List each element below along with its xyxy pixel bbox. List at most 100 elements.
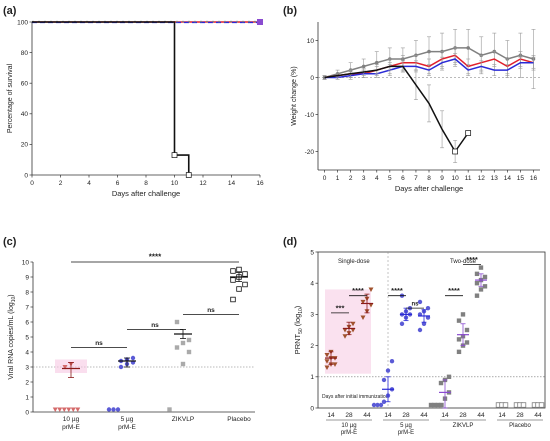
series-point xyxy=(361,64,366,69)
chart-a-survival: 0 2 4 6 8 10 12 14 16 0 20 40 60 80 100 Days after chal… xyxy=(7,19,264,198)
y-tick-label: 0 xyxy=(24,172,28,179)
day-tick-label: 28 xyxy=(345,412,353,419)
data-point xyxy=(61,407,67,412)
x-tick-label: 0 xyxy=(30,180,34,187)
day-tick-label: 44 xyxy=(477,412,485,419)
data-point xyxy=(130,355,136,361)
data-point xyxy=(417,327,423,333)
y-axis-label-part: 10 xyxy=(298,308,304,314)
x-tick-label: 0 xyxy=(323,175,327,182)
data-point xyxy=(75,407,81,412)
group-label-line2: prM-E xyxy=(118,424,136,431)
data-point xyxy=(174,345,180,350)
y-tick-label: 40 xyxy=(21,111,29,118)
x-axis-label: Days after challenge xyxy=(395,184,463,193)
x-axis-label: Days after challenge xyxy=(112,189,180,198)
significance-label: ns xyxy=(411,302,419,308)
significance-label: **** xyxy=(149,253,162,262)
y-tick-label: 0 xyxy=(25,409,29,416)
data-point xyxy=(425,305,431,311)
x-tick-label: 7 xyxy=(414,175,418,182)
data-point xyxy=(180,340,186,346)
x-tick-label: 14 xyxy=(504,175,512,182)
data-point xyxy=(324,352,330,358)
series-point xyxy=(466,46,470,50)
x-tick-label: 16 xyxy=(256,180,264,187)
data-point xyxy=(350,321,356,327)
x-tick-label: 4 xyxy=(87,180,91,187)
x-tick-label: 2 xyxy=(349,175,353,182)
day-tick-label: 28 xyxy=(459,412,467,419)
day-tick-label: 14 xyxy=(498,412,506,419)
series-marker xyxy=(465,130,472,136)
y-tick-label: 60 xyxy=(21,81,29,88)
panel-label-b: (b) xyxy=(283,5,297,17)
data-point xyxy=(66,407,72,412)
data-point xyxy=(378,402,384,408)
plot-frame xyxy=(317,251,546,409)
x-tick-label: 8 xyxy=(427,175,431,182)
data-point xyxy=(230,268,236,274)
series-line xyxy=(32,21,190,175)
data-point xyxy=(538,402,545,408)
x-tick-label: 1 xyxy=(336,175,340,182)
data-point xyxy=(438,380,444,386)
significance-label: **** xyxy=(448,286,460,295)
chart-d-prnt: Single-dose Two-dose Days after initial im… xyxy=(293,249,546,436)
data-point xyxy=(381,377,387,383)
data-point xyxy=(474,271,480,277)
y-axis-label: PRNT50 (log10) xyxy=(293,305,304,354)
x-tick-label: 8 xyxy=(144,180,148,187)
data-point xyxy=(375,402,380,408)
data-point xyxy=(186,349,192,355)
y-tick-label: 5 xyxy=(25,334,29,341)
data-point xyxy=(456,337,462,342)
data-point xyxy=(520,402,527,408)
data-point xyxy=(417,299,423,305)
x-tick-label: 10 xyxy=(171,180,179,187)
y-tick-label: 100 xyxy=(17,19,28,26)
data-point xyxy=(167,407,172,412)
y-tick-label: 2 xyxy=(310,343,314,350)
significance-label: **** xyxy=(466,255,478,264)
data-point xyxy=(111,407,116,412)
data-point xyxy=(180,361,186,367)
section-label: Single-dose xyxy=(338,259,370,265)
data-point xyxy=(57,407,63,412)
group-label: Placebo xyxy=(227,416,251,423)
y-axis-label-part: 50 xyxy=(298,328,304,334)
data-point xyxy=(350,328,356,333)
y-tick-label: 3 xyxy=(310,312,314,319)
significance-label: ns xyxy=(151,322,159,329)
data-point xyxy=(389,359,395,364)
y-tick-label: 2 xyxy=(25,379,29,386)
data-point xyxy=(381,399,387,404)
data-point xyxy=(464,340,470,345)
y-axis-label: Weight change (%) xyxy=(291,66,298,125)
data-point xyxy=(474,293,480,298)
group-label: ZIKVLP xyxy=(453,423,474,429)
x-tick-label: 3 xyxy=(362,175,366,182)
data-point xyxy=(385,368,391,373)
y-axis-label-part: ) xyxy=(293,305,302,308)
series-point xyxy=(427,49,431,54)
panel-label-d: (d) xyxy=(283,236,297,248)
y-tick-label: 4 xyxy=(310,281,314,288)
data-point xyxy=(368,303,374,308)
data-point xyxy=(474,281,480,286)
significance-label: ns xyxy=(207,307,215,314)
series-marker xyxy=(452,148,458,155)
day-tick-label: 14 xyxy=(384,412,392,419)
y-tick-label: 4 xyxy=(25,349,29,356)
y-tick-label: 0 xyxy=(310,75,314,82)
group-label: 5 µg xyxy=(400,423,412,429)
data-point xyxy=(478,287,484,292)
data-point xyxy=(456,318,462,323)
data-point xyxy=(242,281,248,288)
group-label: ZIKVLP xyxy=(172,416,194,423)
y-tick-label: 6 xyxy=(25,319,29,326)
data-point xyxy=(242,271,248,277)
